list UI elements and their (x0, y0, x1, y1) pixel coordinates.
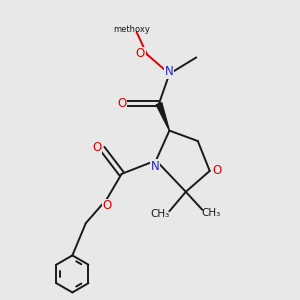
Text: N: N (165, 65, 174, 78)
Text: CH₃: CH₃ (151, 209, 170, 219)
Text: methoxy: methoxy (113, 25, 150, 34)
Polygon shape (156, 103, 170, 130)
Text: O: O (92, 140, 101, 154)
Text: O: O (136, 47, 145, 60)
Text: O: O (103, 199, 112, 212)
Text: O: O (213, 164, 222, 177)
Text: O: O (117, 97, 126, 110)
Text: N: N (151, 160, 160, 173)
Text: CH₃: CH₃ (202, 208, 221, 218)
